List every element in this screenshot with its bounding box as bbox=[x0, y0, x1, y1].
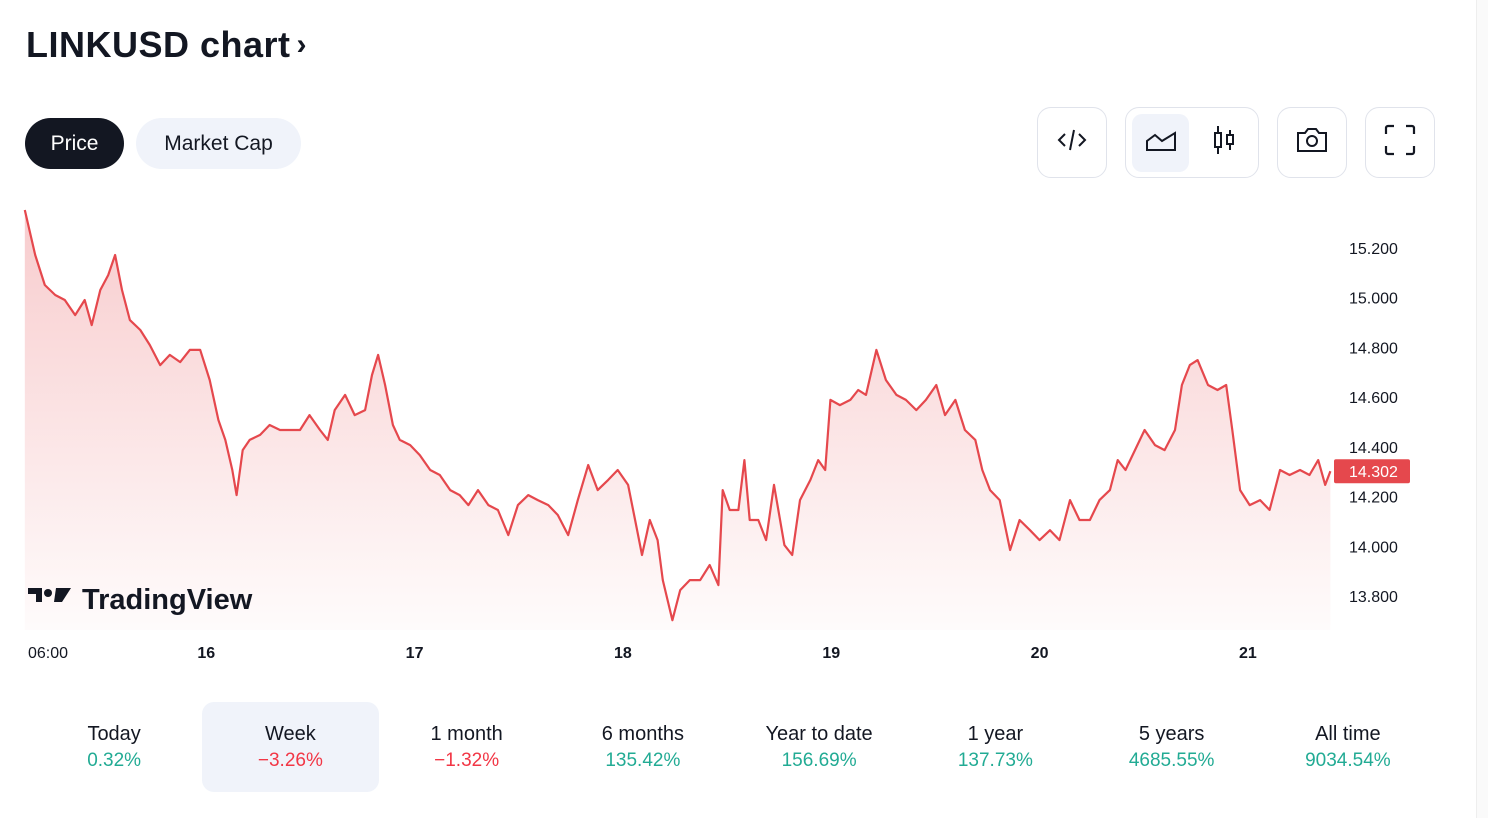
stat-label: All time bbox=[1315, 722, 1381, 745]
tradingview-logo-icon bbox=[28, 588, 71, 602]
area-chart-icon bbox=[1145, 128, 1177, 157]
stat-today[interactable]: Today 0.32% bbox=[26, 702, 202, 792]
stat-value: 9034.54% bbox=[1305, 749, 1391, 771]
x-tick-label: 19 bbox=[822, 645, 840, 662]
stat-value: −3.26% bbox=[257, 749, 323, 771]
chart-title-link[interactable]: LINKUSD chart › bbox=[26, 24, 307, 66]
y-tick-label: 14.600 bbox=[1349, 390, 1398, 407]
chart-title: LINKUSD chart bbox=[26, 24, 291, 65]
price-area-fill bbox=[24, 210, 1331, 630]
price-line bbox=[23, 209, 1332, 622]
candlestick-chart-icon bbox=[1212, 125, 1236, 160]
y-tick-label: 15.000 bbox=[1349, 291, 1398, 308]
fullscreen-icon bbox=[1384, 124, 1416, 161]
tab-market-cap[interactable]: Market Cap bbox=[136, 118, 301, 169]
stat-label: 1 month bbox=[430, 722, 503, 745]
stat-value: 4685.55% bbox=[1128, 749, 1215, 771]
stat-value: −1.32% bbox=[434, 749, 500, 771]
x-tick-label: 18 bbox=[614, 645, 632, 662]
stat-1-year[interactable]: 1 year 137.73% bbox=[907, 702, 1083, 792]
stat-5-years[interactable]: 5 years 4685.55% bbox=[1084, 702, 1260, 792]
price-chart[interactable]: 15.200 15.000 14.800 14.600 14.400 14.200 14.0… bbox=[0, 195, 1440, 675]
performance-stats: Today 0.32% Week −3.26% 1 month −1.32% 6 month… bbox=[26, 702, 1436, 792]
tradingview-watermark: TradingView bbox=[28, 584, 253, 616]
stat-label: 1 year bbox=[967, 722, 1024, 745]
stat-value: 156.69% bbox=[781, 749, 857, 771]
stat-value: 137.73% bbox=[957, 749, 1033, 771]
scrollbar[interactable] bbox=[1476, 0, 1488, 818]
x-tick-label: 21 bbox=[1239, 645, 1257, 662]
y-tick-label: 14.200 bbox=[1349, 490, 1398, 507]
last-price-badge bbox=[1334, 459, 1410, 484]
y-tick-label: 14.800 bbox=[1349, 340, 1398, 357]
y-tick-label: 14.000 bbox=[1349, 539, 1398, 556]
x-tick-label: 16 bbox=[197, 645, 215, 662]
stat-week[interactable]: Week −3.26% bbox=[202, 702, 379, 792]
last-price-label: 14.302 bbox=[1349, 464, 1398, 481]
stat-value: 0.32% bbox=[87, 749, 142, 771]
area-chart-button[interactable] bbox=[1132, 113, 1189, 172]
x-tick-label: 20 bbox=[1031, 645, 1049, 662]
embed-button[interactable] bbox=[1037, 107, 1107, 178]
stat-label: 5 years bbox=[1138, 722, 1205, 745]
camera-icon bbox=[1295, 126, 1329, 159]
stat-label: Today bbox=[87, 722, 141, 745]
stat-year-to-date[interactable]: Year to date 156.69% bbox=[731, 702, 907, 792]
candlestick-chart-button[interactable] bbox=[1195, 114, 1252, 172]
stat-label: 6 months bbox=[601, 722, 684, 745]
x-tick-label: 17 bbox=[406, 645, 424, 662]
screenshot-button[interactable] bbox=[1277, 107, 1347, 178]
y-tick-label: 14.400 bbox=[1349, 440, 1398, 457]
chevron-right-icon: › bbox=[296, 28, 308, 61]
fullscreen-button[interactable] bbox=[1365, 107, 1435, 178]
y-tick-label: 15.200 bbox=[1349, 241, 1398, 258]
tradingview-wordmark: TradingView bbox=[82, 584, 253, 616]
stat-value: 135.42% bbox=[605, 749, 681, 771]
y-tick-label: 13.800 bbox=[1349, 589, 1398, 606]
stat-6-months[interactable]: 6 months 135.42% bbox=[555, 702, 731, 792]
tab-price[interactable]: Price bbox=[25, 118, 124, 169]
x-tick-label: 06:00 bbox=[28, 645, 68, 662]
stat-1-month[interactable]: 1 month −1.32% bbox=[379, 702, 555, 792]
chart-type-group bbox=[1125, 107, 1259, 178]
stat-label: Week bbox=[264, 722, 316, 745]
embed-code-icon bbox=[1057, 127, 1087, 158]
stat-label: Year to date bbox=[765, 722, 873, 745]
stat-all-time[interactable]: All time 9034.54% bbox=[1260, 702, 1436, 792]
